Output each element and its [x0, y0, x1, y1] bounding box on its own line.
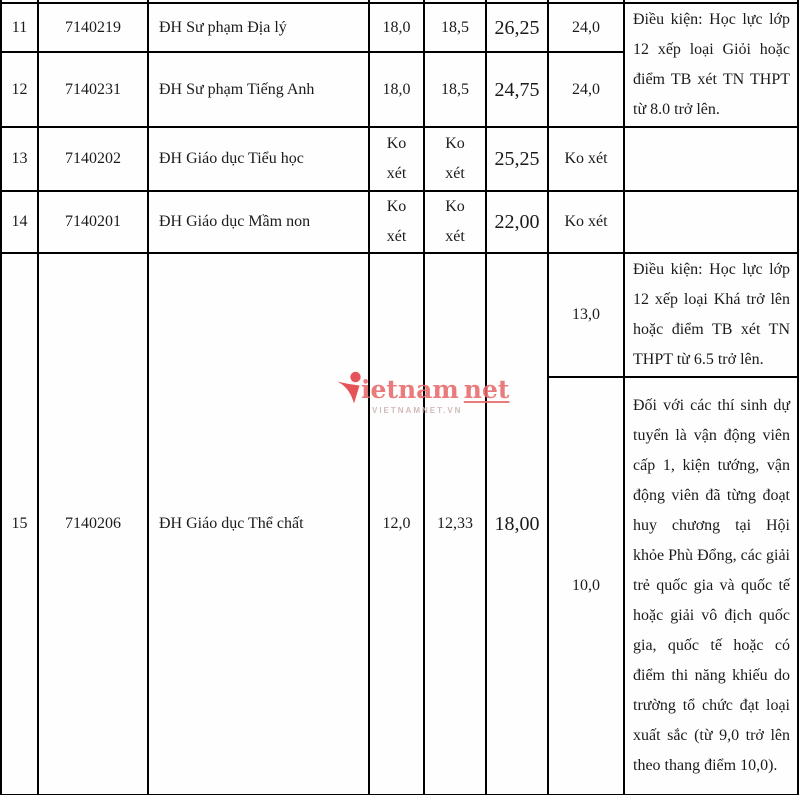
cell-score-4: 24,0 [547, 51, 625, 128]
cell-stt: 15 [0, 252, 39, 795]
cutoff-cell [147, 0, 370, 4]
cell-stt: 12 [0, 51, 39, 128]
cell-major-code: 7140202 [37, 126, 149, 192]
cell-score-2: 18,5 [423, 1, 487, 54]
cell-score-2: Ko xét [423, 190, 487, 254]
table-row-15: 15 7140206 ĐH Giáo dục Thể chất 12,0 12,… [0, 252, 799, 795]
cell-stt: 11 [0, 1, 39, 54]
cell-score-4: 24,0 [547, 1, 625, 54]
table-row-13: 13 7140202 ĐH Giáo dục Tiểu học Ko xét K… [0, 126, 799, 192]
cell-score-2: 12,33 [423, 252, 487, 795]
cell-major-code: 7140206 [37, 252, 149, 795]
cutoff-cell [485, 0, 549, 4]
table-row-14: 14 7140201 ĐH Giáo dục Mầm non Ko xét Ko… [0, 190, 799, 254]
cell-score-1: Ko xét [368, 190, 425, 254]
cell-major-name: ĐH Sư phạm Địa lý [147, 1, 370, 54]
cell-score-3: 22,00 [485, 190, 549, 254]
table-row-15-sub: 10,0 Đối với các thí sinh dự tuyển là vậ… [1, 376, 799, 795]
cell-major-name: ĐH Giáo dục Tiểu học [147, 126, 370, 192]
cell-major-code: 7140201 [37, 190, 149, 254]
cell-conditions [623, 190, 799, 254]
cell-score-4: Ko xét [547, 126, 625, 192]
cell-major-name: ĐH Giáo dục Mầm non [147, 190, 370, 254]
cutoff-cell [0, 0, 39, 4]
cell-major-code: 7140231 [37, 51, 149, 128]
cell-score-3: 18,00 [485, 252, 549, 795]
cell-conditions: Điều kiện: Học lực lớp 12 xếp loại Khá t… [623, 252, 799, 378]
cell-score-1: Ko xét [368, 126, 425, 192]
cell-score-2: Ko xét [423, 126, 487, 192]
cell-score-1: 12,0 [368, 252, 425, 795]
cell-score-3: 25,25 [485, 126, 549, 192]
table-row-11: 11 7140219 ĐH Sư phạm Địa lý 18,0 18,5 2… [0, 1, 799, 128]
cell-score-4: 10,0 [547, 376, 625, 795]
cell-score-3: 24,75 [485, 51, 549, 128]
table-row-cutoff [0, 0, 799, 4]
cutoff-cell [368, 0, 425, 4]
cell-score-3: 26,25 [485, 1, 549, 54]
cell-score-4: 13,0 [547, 252, 625, 378]
cell-score-1: 18,0 [368, 1, 425, 54]
cell-stt: 14 [0, 190, 39, 254]
cell-major-code: 7140219 [37, 1, 149, 54]
cell-score-1: 18,0 [368, 51, 425, 128]
cutoff-cell [547, 0, 625, 4]
cell-major-name: ĐH Sư phạm Tiếng Anh [147, 51, 370, 128]
cell-conditions: Điều kiện: Học lực lớp 12 xếp loại Giỏi … [623, 2, 799, 128]
cell-conditions: Đối với các thí sinh dự tuyển là vận độn… [623, 376, 799, 795]
table-row-12: 12 7140231 ĐH Sư phạm Tiếng Anh 18,0 18,… [0, 51, 798, 128]
cell-score-4: Ko xét [547, 190, 625, 254]
cutoff-cell [623, 0, 799, 4]
cell-score-2: 18,5 [423, 51, 487, 128]
cell-conditions [623, 126, 799, 192]
cutoff-cell [423, 0, 487, 4]
cell-stt: 13 [0, 126, 39, 192]
cutoff-cell [37, 0, 149, 4]
cell-major-name: ĐH Giáo dục Thể chất [147, 252, 370, 795]
